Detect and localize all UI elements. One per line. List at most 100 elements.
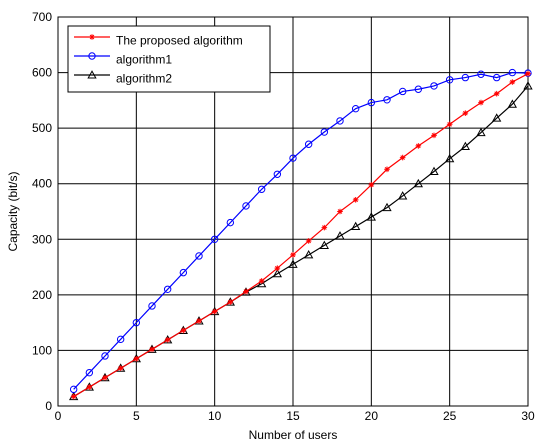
x-tick-label: 10 — [208, 409, 222, 423]
series-line — [73, 73, 529, 398]
data-point — [446, 121, 453, 128]
data-point — [179, 268, 188, 277]
data-point — [336, 117, 344, 125]
data-point — [366, 212, 376, 221]
data-point — [398, 191, 408, 200]
legend-marker — [87, 70, 97, 79]
data-point — [102, 374, 108, 381]
data-point — [305, 238, 312, 244]
legend: The proposed algorithm algorithm1 algori… — [67, 25, 271, 93]
data-point — [461, 73, 470, 82]
data-point — [398, 87, 407, 96]
data-point — [164, 337, 171, 343]
y-axis-title: Capacity (bit/s) — [6, 171, 20, 251]
data-point — [429, 166, 439, 176]
data-point — [319, 240, 329, 249]
grid — [58, 17, 528, 406]
data-point — [383, 96, 391, 104]
data-point — [227, 299, 234, 305]
data-point — [101, 352, 109, 360]
data-point — [116, 335, 125, 344]
data-point — [351, 221, 361, 231]
data-point — [211, 308, 218, 315]
data-point — [321, 224, 328, 231]
x-tick-label: 30 — [521, 409, 535, 423]
data-point — [70, 393, 77, 400]
data-point — [352, 197, 359, 203]
data-point — [288, 259, 298, 268]
data-point — [195, 252, 203, 260]
data-point — [431, 132, 437, 139]
y-tick-label: 200 — [32, 288, 52, 302]
data-point — [257, 185, 266, 193]
legend-label-algorithm2: algorithm2 — [116, 72, 172, 86]
data-point — [445, 76, 454, 84]
data-point — [525, 70, 531, 77]
x-tick-label: 0 — [55, 409, 62, 423]
data-point — [445, 153, 455, 163]
y-tick-label: 700 — [32, 10, 52, 24]
data-point — [368, 182, 375, 188]
data-point — [132, 318, 141, 327]
data-point — [163, 285, 172, 293]
data-point — [257, 278, 267, 288]
legend-marker — [89, 34, 95, 40]
data-point — [289, 154, 297, 162]
data-point — [414, 85, 423, 93]
legend-label-proposed: The proposed algorithm — [116, 34, 243, 48]
data-point — [243, 288, 249, 295]
legend-samples — [74, 34, 110, 79]
data-point — [382, 202, 392, 212]
data-point — [242, 202, 250, 210]
data-point — [180, 327, 187, 334]
data-point — [337, 208, 343, 215]
data-point — [509, 79, 516, 85]
legend-marker — [88, 52, 96, 60]
y-tick-label: 0 — [45, 399, 52, 413]
series-line — [73, 71, 529, 390]
data-point — [272, 268, 282, 278]
data-point — [460, 141, 470, 151]
data-point — [133, 355, 140, 362]
data-point — [196, 318, 202, 324]
data-point — [85, 368, 94, 377]
data-point — [320, 128, 329, 136]
data-point — [413, 178, 423, 188]
data-point — [430, 82, 438, 90]
series-1 — [70, 70, 531, 400]
y-tick-label: 100 — [32, 343, 52, 357]
data-point — [384, 166, 390, 173]
y-tick-label: 600 — [32, 66, 52, 80]
x-tick-label: 20 — [365, 409, 379, 423]
data-point — [304, 250, 314, 259]
data-point — [86, 384, 93, 390]
data-point — [508, 68, 517, 77]
data-point — [149, 346, 155, 353]
y-tick-label: 400 — [32, 177, 52, 191]
data-point — [304, 140, 313, 148]
series-group — [69, 68, 533, 401]
data-point — [290, 252, 296, 258]
data-point — [477, 70, 485, 78]
data-point — [399, 154, 406, 161]
y-tick-label: 300 — [32, 232, 52, 246]
data-point — [478, 99, 484, 106]
data-point — [493, 90, 500, 97]
x-tick-label: 5 — [133, 409, 140, 423]
data-point — [210, 235, 219, 243]
data-point — [492, 73, 501, 82]
data-point — [258, 278, 265, 284]
data-point — [462, 110, 469, 116]
plot-area-frame — [57, 16, 529, 407]
data-point — [335, 231, 345, 240]
data-point — [117, 365, 124, 372]
data-point — [148, 302, 156, 310]
data-point — [415, 143, 422, 149]
x-tick-label: 25 — [443, 409, 457, 423]
data-point — [367, 98, 376, 107]
data-point — [476, 127, 486, 137]
series-2 — [69, 68, 532, 394]
